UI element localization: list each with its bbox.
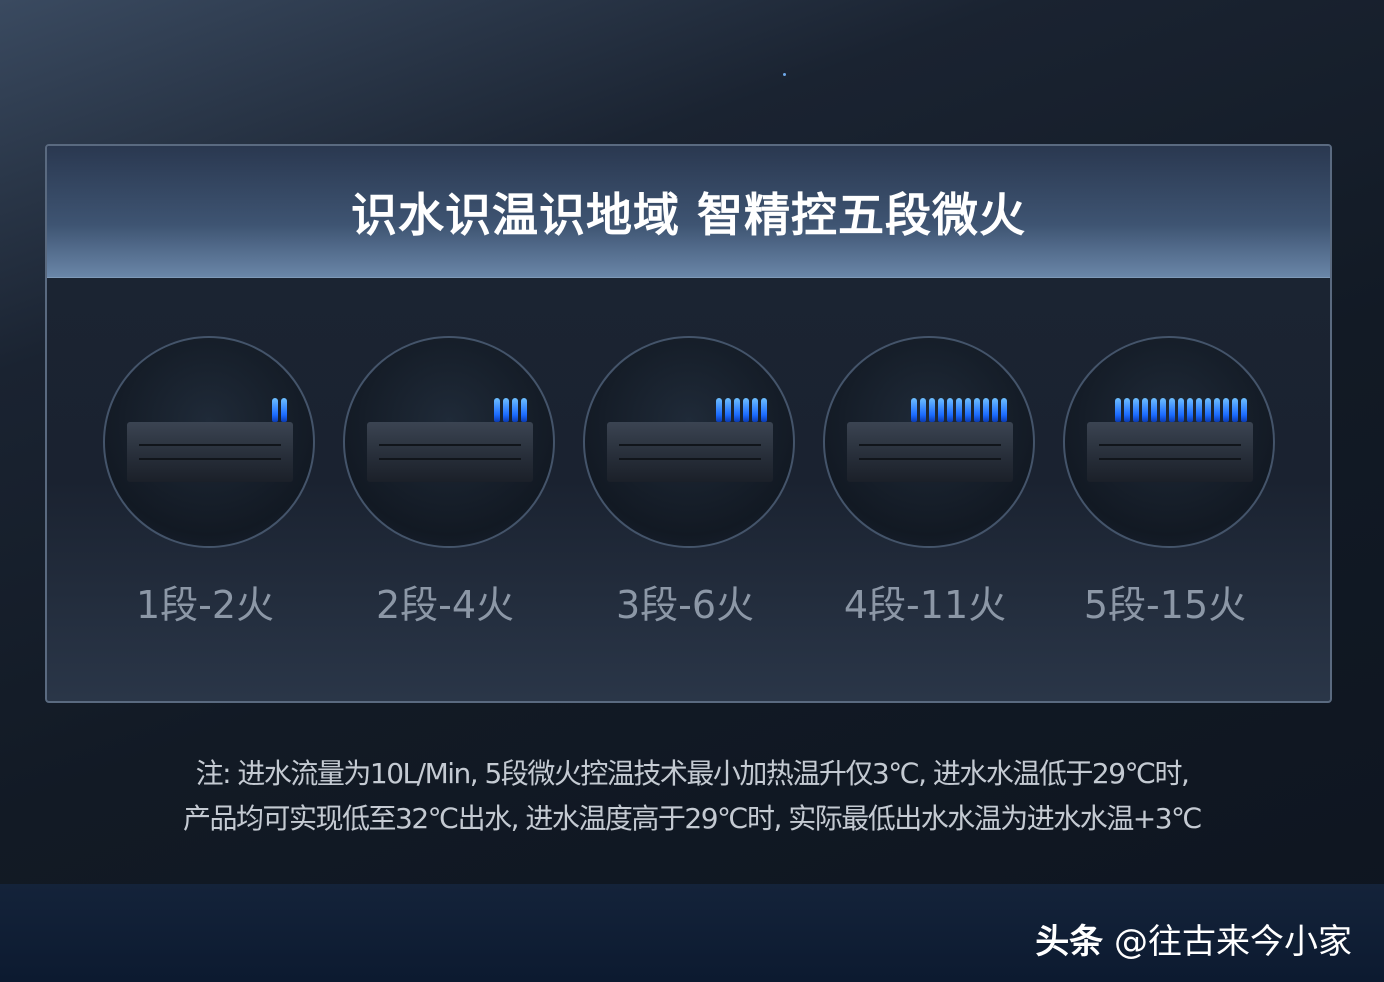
flame-icon	[965, 398, 971, 422]
note-line-1: 注: 进水流量为10L/Min, 5段微火控温技术最小加热温升仅3℃, 进水水温…	[195, 757, 1190, 790]
flame-group	[716, 398, 767, 422]
flame-icon	[512, 398, 518, 422]
flame-icon	[956, 398, 962, 422]
watermark-handle: @往古来今小家	[1114, 922, 1352, 962]
flame-icon	[752, 398, 758, 422]
flame-icon	[272, 398, 278, 422]
flame-icon	[938, 398, 944, 422]
flame-icon	[743, 398, 749, 422]
burner-stage-4	[823, 336, 1035, 548]
flame-icon	[929, 398, 935, 422]
stage-label: 4段-11火	[843, 583, 1007, 627]
stage-label: 2段-4火	[375, 583, 515, 627]
flame-icon	[1001, 398, 1007, 422]
flame-icon	[992, 398, 998, 422]
burner-image	[607, 422, 773, 482]
flame-icon	[947, 398, 953, 422]
flame-icon	[1187, 398, 1193, 422]
flame-icon	[1151, 398, 1157, 422]
watermark: 头条 @往古来今小家	[1035, 914, 1352, 963]
burner-stage-2	[343, 336, 555, 548]
flame-icon	[920, 398, 926, 422]
flame-group	[272, 398, 287, 422]
flame-icon	[1196, 398, 1202, 422]
watermark-brand: 头条	[1035, 922, 1104, 962]
page-title: 识水识温识地域 智精控五段微火	[350, 187, 1026, 242]
footer-band	[0, 884, 1384, 982]
flame-icon	[911, 398, 917, 422]
flame-icon	[716, 398, 722, 422]
flame-icon	[1169, 398, 1175, 422]
flame-icon	[1178, 398, 1184, 422]
panel-header: 识水识温识地域 智精控五段微火	[47, 146, 1330, 278]
flame-icon	[521, 398, 527, 422]
flame-icon	[761, 398, 767, 422]
flame-icon	[281, 398, 287, 422]
flame-icon	[1115, 398, 1121, 422]
burner-image	[847, 422, 1013, 482]
note-line-2: 产品均可实现低至32℃出水, 进水温度高于29℃时, 实际最低出水水温为进水水温…	[183, 802, 1202, 835]
flame-icon	[734, 398, 740, 422]
flame-group	[1115, 398, 1247, 422]
burner-stage-3	[583, 336, 795, 548]
flame-icon	[1142, 398, 1148, 422]
burner-image	[127, 422, 293, 482]
flame-icon	[1160, 398, 1166, 422]
flame-icon	[1205, 398, 1211, 422]
flame-icon	[494, 398, 500, 422]
flame-icon	[725, 398, 731, 422]
stage-label: 5段-15火	[1083, 583, 1247, 627]
stage-label: 1段-2火	[135, 583, 275, 627]
flame-icon	[1223, 398, 1229, 422]
burner-stage-1	[103, 336, 315, 548]
flame-icon	[974, 398, 980, 422]
feature-panel: 识水识温识地域 智精控五段微火 1段-2火 2段-4火 3段-6火 4段-11火 5段-…	[45, 144, 1332, 703]
light-dot	[783, 73, 786, 76]
flame-icon	[1214, 398, 1220, 422]
flame-icon	[983, 398, 989, 422]
flame-icon	[503, 398, 509, 422]
flame-icon	[1124, 398, 1130, 422]
flame-group	[494, 398, 527, 422]
burner-stage-5	[1063, 336, 1275, 548]
flame-icon	[1133, 398, 1139, 422]
flame-group	[911, 398, 1007, 422]
burner-image	[367, 422, 533, 482]
burner-image	[1087, 422, 1253, 482]
stage-label: 3段-6火	[615, 583, 755, 627]
flame-icon	[1241, 398, 1247, 422]
flame-icon	[1232, 398, 1238, 422]
